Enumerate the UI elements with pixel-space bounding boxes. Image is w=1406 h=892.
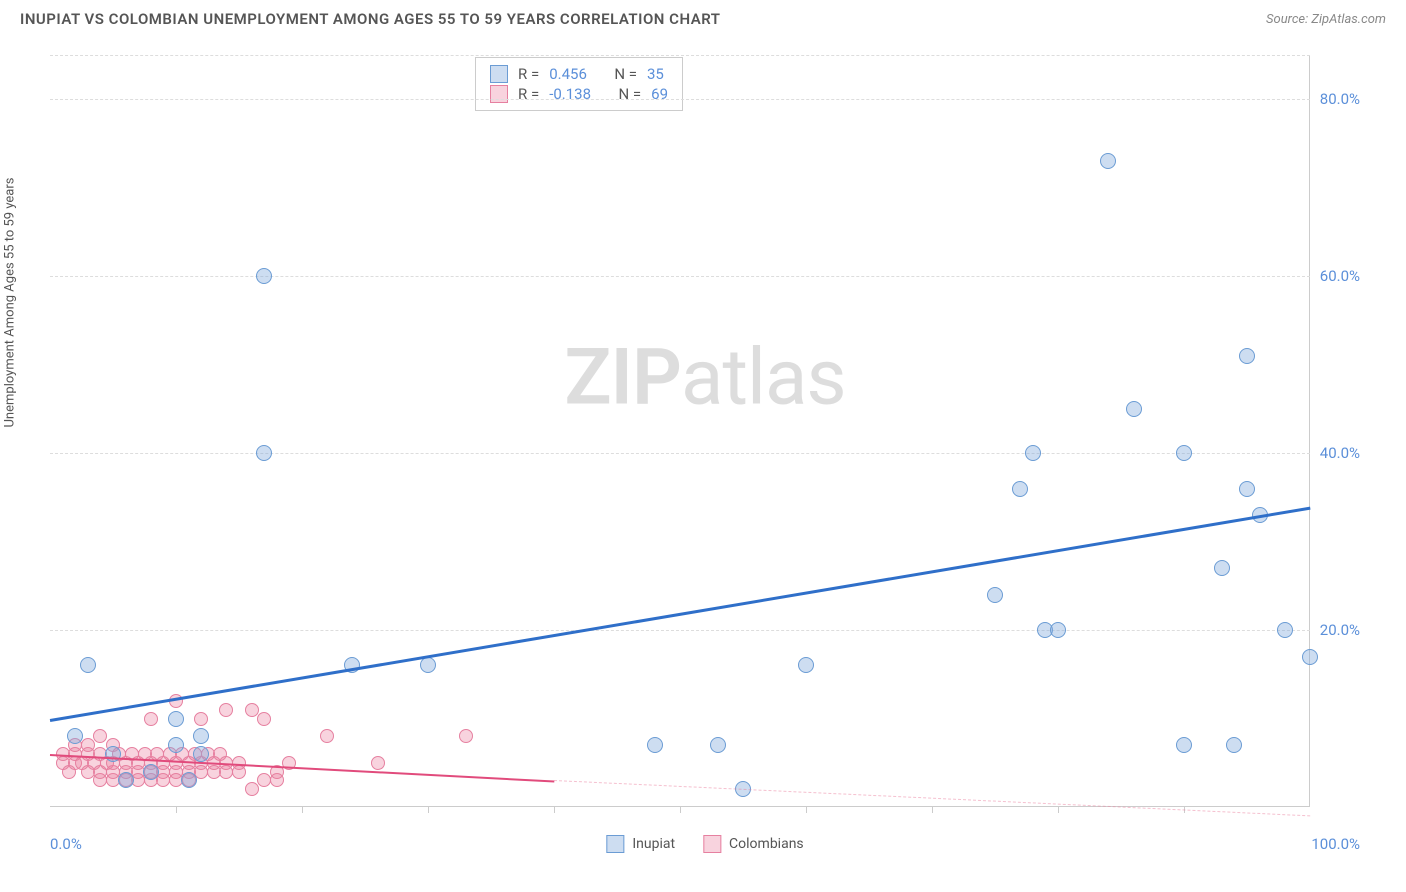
data-point-inupiat (118, 772, 134, 788)
data-point-inupiat (1239, 481, 1255, 497)
data-point-inupiat (710, 737, 726, 753)
x-tick-label-right: 100.0% (1311, 835, 1360, 853)
scatter-plot: ZIPatlas R = 0.456 N = 35 R = -0.138 N =… (50, 55, 1360, 825)
data-point-inupiat (987, 587, 1003, 603)
data-point-colombians (144, 712, 158, 726)
data-point-colombians (93, 729, 107, 743)
data-point-inupiat (193, 746, 209, 762)
legend-item-inupiat: Inupiat (606, 835, 675, 853)
y-tick-label: 60.0% (1320, 267, 1360, 285)
data-point-inupiat (1302, 649, 1318, 665)
watermark: ZIPatlas (564, 333, 845, 424)
swatch-blue-icon (490, 65, 508, 83)
x-tick-mark (806, 807, 807, 813)
r-value-inupiat: 0.456 (549, 65, 587, 83)
data-point-colombians (371, 756, 385, 770)
stats-row-colombians: R = -0.138 N = 69 (490, 84, 668, 104)
data-point-inupiat (168, 711, 184, 727)
y-axis-label: Unemployment Among Ages 55 to 59 years (3, 178, 18, 428)
data-point-inupiat (1176, 737, 1192, 753)
data-point-inupiat (181, 772, 197, 788)
swatch-pink-icon (703, 835, 721, 853)
data-point-inupiat (647, 737, 663, 753)
data-point-colombians (459, 729, 473, 743)
correlation-stats-box: R = 0.456 N = 35 R = -0.138 N = 69 (475, 57, 683, 111)
stats-row-inupiat: R = 0.456 N = 35 (490, 64, 668, 84)
swatch-blue-icon (606, 835, 624, 853)
data-point-inupiat (193, 728, 209, 744)
gridline (50, 276, 1310, 277)
r-label: R = (518, 85, 539, 103)
data-point-colombians (194, 712, 208, 726)
data-point-inupiat (1277, 622, 1293, 638)
data-point-colombians (219, 703, 233, 717)
data-point-inupiat (1050, 622, 1066, 638)
data-point-inupiat (168, 737, 184, 753)
data-point-inupiat (1176, 445, 1192, 461)
data-point-inupiat (1239, 348, 1255, 364)
trend-line (50, 506, 1310, 721)
data-point-inupiat (256, 445, 272, 461)
data-point-inupiat (420, 657, 436, 673)
data-point-inupiat (143, 764, 159, 780)
data-point-colombians (245, 782, 259, 796)
data-point-inupiat (80, 657, 96, 673)
data-point-inupiat (1012, 481, 1028, 497)
data-point-colombians (81, 738, 95, 752)
x-tick-mark (932, 807, 933, 813)
legend-label-colombians: Colombians (729, 836, 804, 852)
data-point-colombians (245, 703, 259, 717)
n-value-colombians: 69 (651, 85, 668, 103)
y-tick-label: 40.0% (1320, 444, 1360, 462)
data-point-inupiat (798, 657, 814, 673)
n-label: N = (614, 65, 637, 83)
gridline (50, 453, 1310, 454)
y-tick-label: 80.0% (1320, 90, 1360, 108)
y-tick-label: 20.0% (1320, 621, 1360, 639)
data-point-colombians (320, 729, 334, 743)
chart-area: ZIPatlas R = 0.456 N = 35 R = -0.138 N =… (50, 55, 1360, 825)
chart-title: INUPIAT VS COLOMBIAN UNEMPLOYMENT AMONG … (20, 10, 721, 28)
x-tick-mark (176, 807, 177, 813)
x-tick-mark (428, 807, 429, 813)
legend-item-colombians: Colombians (703, 835, 804, 853)
x-tick-mark (554, 807, 555, 813)
source-label: Source: ZipAtlas.com (1266, 12, 1386, 27)
x-tick-mark (302, 807, 303, 813)
data-point-inupiat (67, 728, 83, 744)
data-point-inupiat (1126, 401, 1142, 417)
x-tick-label-left: 0.0% (50, 835, 82, 853)
gridline (50, 55, 1310, 56)
n-label: N = (618, 85, 641, 103)
gridline (50, 99, 1310, 100)
gridline (50, 630, 1310, 631)
n-value-inupiat: 35 (647, 65, 664, 83)
swatch-pink-icon (490, 85, 508, 103)
data-point-colombians (257, 712, 271, 726)
legend-label-inupiat: Inupiat (632, 836, 675, 852)
r-value-colombians: -0.138 (549, 85, 591, 103)
data-point-colombians (270, 773, 284, 787)
data-point-inupiat (256, 268, 272, 284)
x-tick-mark (1058, 807, 1059, 813)
x-tick-mark (680, 807, 681, 813)
r-label: R = (518, 65, 539, 83)
data-point-inupiat (1214, 560, 1230, 576)
legend: Inupiat Colombians (606, 835, 803, 853)
data-point-inupiat (1100, 153, 1116, 169)
data-point-inupiat (1025, 445, 1041, 461)
data-point-inupiat (1226, 737, 1242, 753)
y-axis-line (1309, 55, 1310, 807)
